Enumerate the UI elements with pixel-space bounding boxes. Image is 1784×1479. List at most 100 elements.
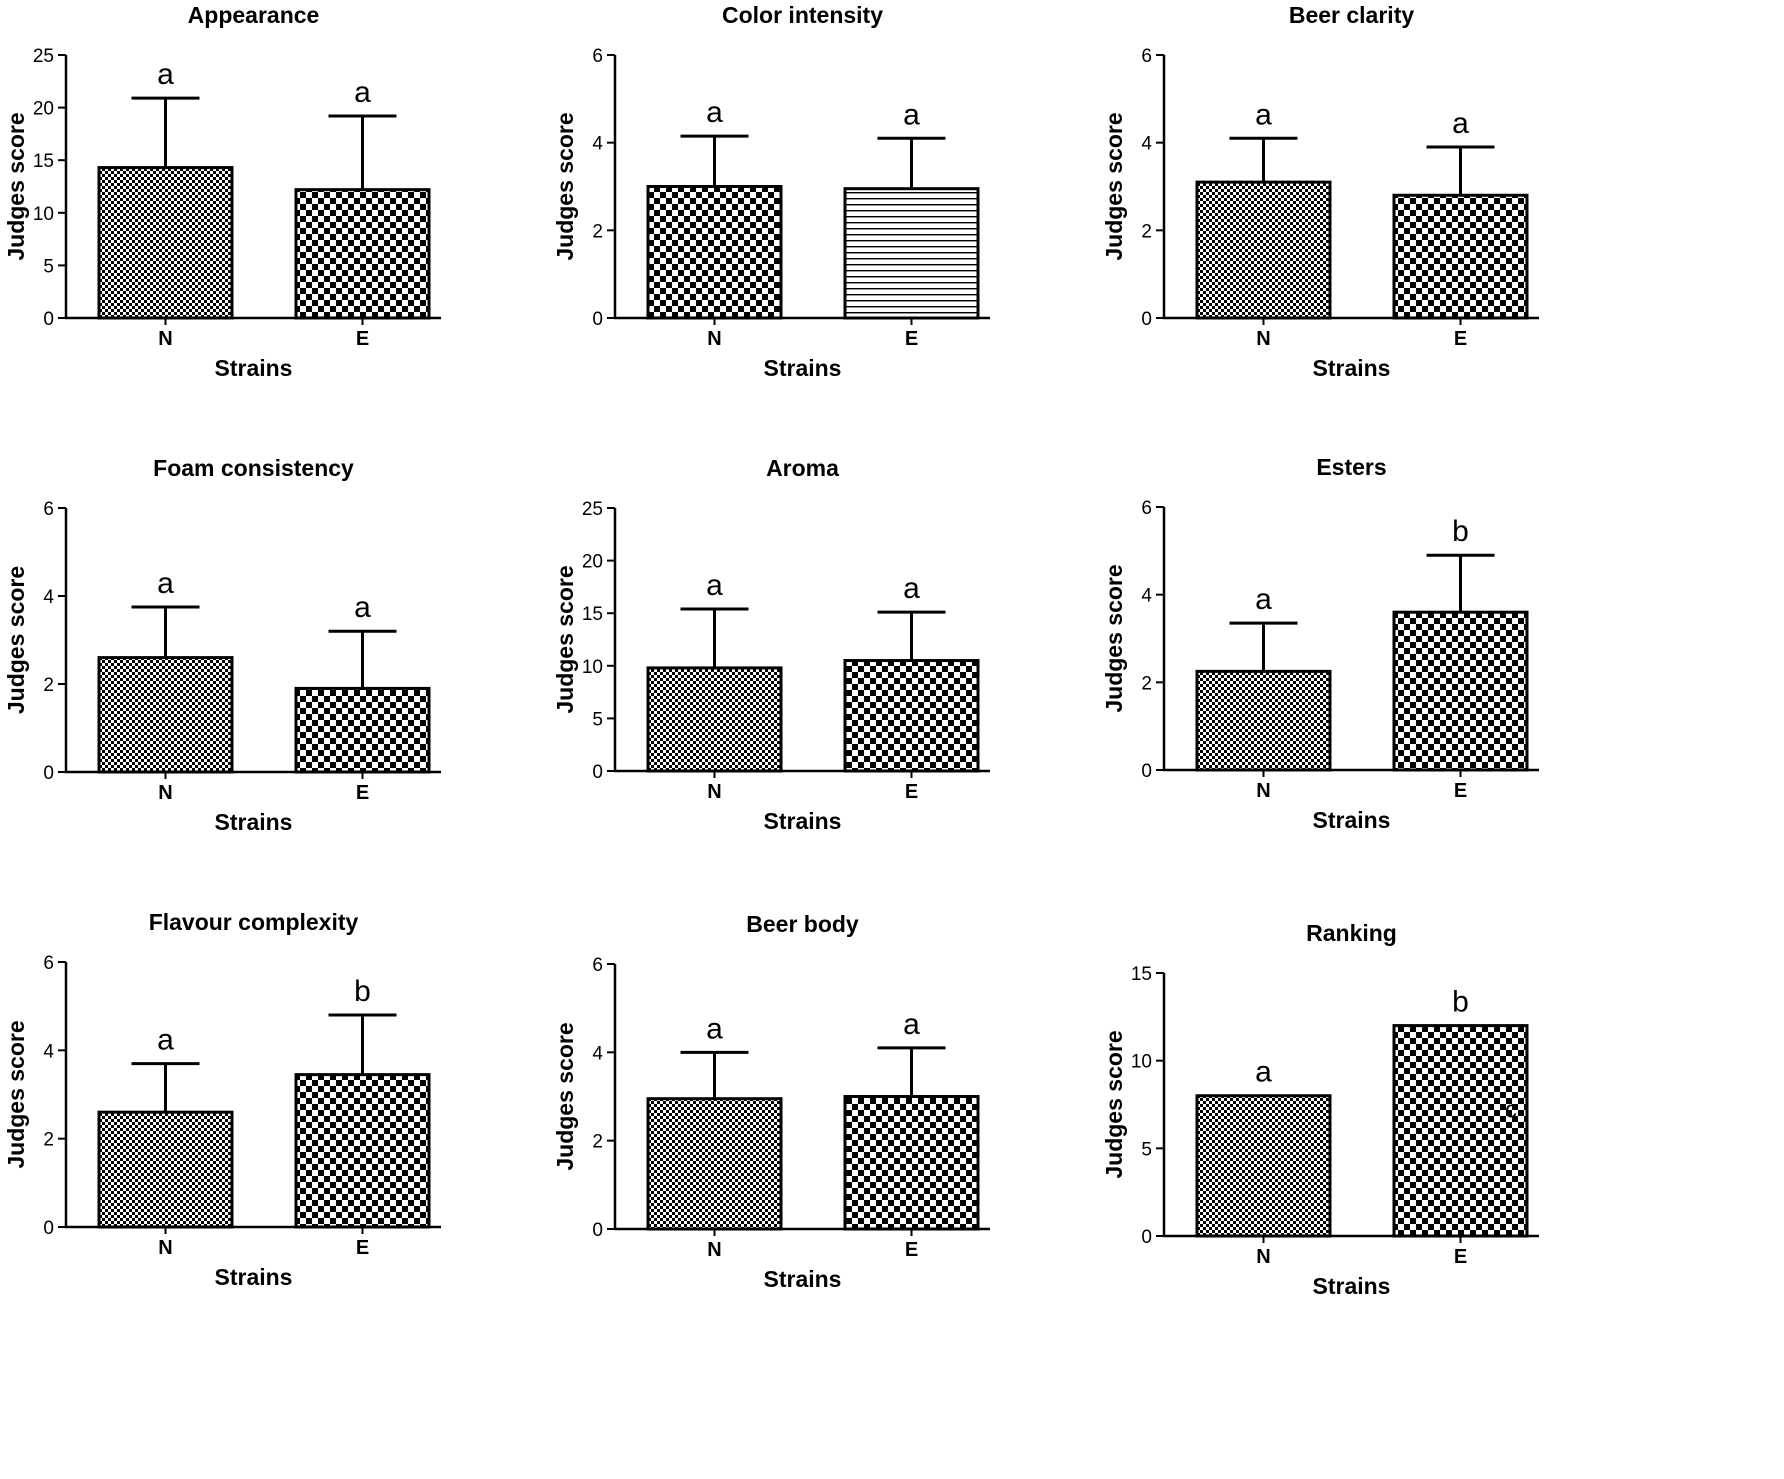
y-tick-label: 2 [592, 221, 603, 242]
category-label-N: N [707, 328, 721, 350]
significance-letter-E: a [903, 572, 920, 605]
y-tick-label: 25 [582, 499, 603, 520]
y-tick-label: 4 [43, 587, 54, 608]
bar-E [843, 1095, 980, 1231]
category-label-N: N [158, 782, 172, 804]
y-tick-label: 15 [33, 151, 54, 172]
chart-title: Color intensity [722, 2, 883, 28]
category-label-N: N [158, 328, 172, 350]
y-axis-label: Judges score [1101, 1030, 1127, 1178]
bar-N [646, 185, 783, 320]
x-axis-label: Strains [1313, 355, 1391, 381]
x-axis-label: Strains [764, 808, 842, 834]
significance-letter-N: a [157, 567, 174, 600]
y-tick-label: 6 [1141, 46, 1152, 67]
y-tick-label: 10 [33, 204, 54, 225]
category-label-E: E [356, 328, 369, 350]
y-tick-label: 0 [43, 1218, 54, 1239]
significance-letter-N: a [1255, 98, 1272, 131]
chart-panel-7: Flavour complexity Judges score Strains 0 2 4… [3, 909, 441, 1290]
y-tick-label: 2 [43, 675, 54, 696]
category-label-E: E [1454, 328, 1467, 350]
bar-N [646, 1097, 783, 1231]
x-axis-label: Strains [1313, 807, 1391, 833]
y-tick-label: 2 [592, 1132, 603, 1153]
y-axis-label: Judges score [3, 1020, 29, 1168]
y-tick-label: 20 [582, 552, 603, 573]
category-label-E: E [905, 328, 918, 350]
y-tick-label: 4 [43, 1041, 54, 1062]
y-tick-label: 10 [582, 657, 603, 678]
x-axis-label: Strains [215, 809, 293, 835]
significance-letter-E: a [903, 1008, 920, 1041]
y-axis-label: Judges score [552, 112, 578, 260]
bar-E [294, 686, 431, 774]
chart-panel-3: Beer clarity Judges score Strains 0 2 4 6 Na Ea [1101, 2, 1539, 381]
y-tick-label: 0 [43, 309, 54, 330]
bar-E [843, 187, 980, 320]
chart-title: Aroma [766, 455, 839, 481]
chart-panel-5: Aroma Judges score Strains 0 5 10 15 20 25 Na Ea [552, 455, 990, 834]
y-axis-label: Judges score [552, 1022, 578, 1170]
y-tick-label: 4 [1141, 134, 1152, 155]
chart-panel-2: Color intensity Judges score Strains 0 2 4 6 Na… [552, 2, 990, 381]
y-tick-label: 2 [43, 1130, 54, 1151]
chart-panel-9: Ranking Judges score Strains 0 5 10 15 Na Eb c [1101, 920, 1539, 1299]
chart-title: Foam consistency [153, 455, 354, 481]
chart-title: Flavour complexity [149, 909, 359, 935]
y-tick-label: 25 [33, 46, 54, 67]
bar-E [1392, 1024, 1529, 1238]
y-tick-label: 4 [592, 134, 603, 155]
significance-letter-N: a [706, 1012, 723, 1045]
bar-N [97, 656, 234, 774]
y-tick-label: 15 [582, 604, 603, 625]
category-label-N: N [158, 1237, 172, 1259]
bar-N [97, 1110, 234, 1229]
category-label-N: N [1256, 328, 1270, 350]
x-axis-label: Strains [764, 355, 842, 381]
significance-letter-E: b [1452, 515, 1469, 548]
y-axis-label: Judges score [3, 566, 29, 714]
y-tick-label: 0 [592, 762, 603, 783]
y-tick-label: 20 [33, 99, 54, 120]
x-axis-label: Strains [764, 1266, 842, 1292]
significance-letter-N: a [706, 96, 723, 129]
y-tick-label: 2 [1141, 221, 1152, 242]
bar-E [294, 188, 431, 320]
x-axis-label: Strains [215, 1264, 293, 1290]
y-tick-label: 0 [43, 763, 54, 784]
bar-N [646, 666, 783, 773]
y-tick-label: 6 [43, 953, 54, 974]
category-label-N: N [707, 781, 721, 803]
chart-title: Ranking [1306, 920, 1397, 946]
y-tick-label: 6 [592, 46, 603, 67]
significance-letter-E: a [903, 98, 920, 131]
bar-N [1195, 180, 1332, 320]
significance-letter-N: a [157, 1024, 174, 1057]
y-axis-label: Judges score [1101, 564, 1127, 712]
y-tick-label: 6 [592, 955, 603, 976]
y-tick-label: 5 [592, 709, 603, 730]
chart-title: Appearance [188, 2, 320, 28]
y-axis-label: Judges score [552, 565, 578, 713]
y-tick-label: 5 [1141, 1139, 1152, 1160]
chart-panel-1: Appearance Judges score Strains 0 5 10 15 20 25 N… [3, 2, 441, 381]
category-label-E: E [905, 781, 918, 803]
chart-panel-6: Esters Judges score Strains 0 2 4 6 Na Eb [1101, 454, 1539, 833]
bar-E [1392, 193, 1529, 320]
y-tick-label: 10 [1131, 1052, 1152, 1073]
chart-title: Beer clarity [1289, 2, 1415, 28]
significance-letter-N: a [157, 58, 174, 91]
bar-E [1392, 610, 1529, 772]
y-tick-label: 0 [1141, 1227, 1152, 1248]
bar-N [1195, 669, 1332, 772]
annotation-label: c [1505, 1097, 1517, 1124]
category-label-N: N [1256, 780, 1270, 802]
y-tick-label: 6 [43, 499, 54, 520]
x-axis-label: Strains [1313, 1273, 1391, 1299]
y-tick-label: 0 [1141, 309, 1152, 330]
category-label-N: N [1256, 1246, 1270, 1268]
y-axis-label: Judges score [1101, 112, 1127, 260]
category-label-E: E [356, 782, 369, 804]
